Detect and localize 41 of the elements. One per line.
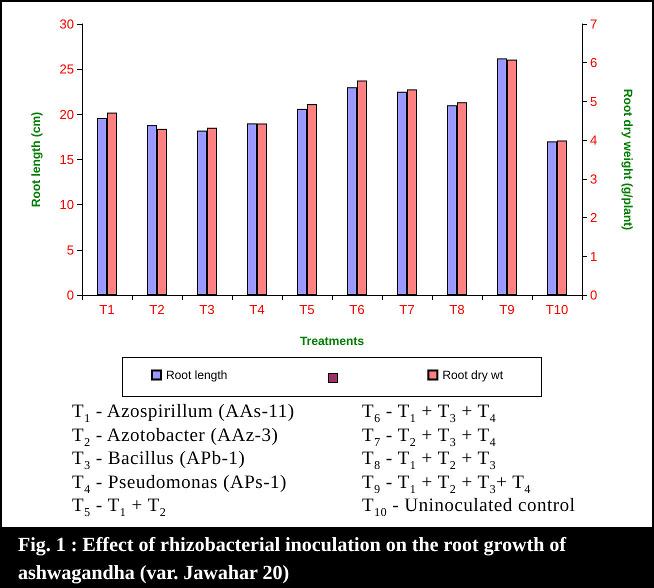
- y2-tick-label: 3: [590, 171, 598, 186]
- text: T$_{9}$ - T$_{1}$ + T$_{2}$ + T$_{3}$+ T$_{4}$: [362, 472, 531, 496]
- y2-tick-label: 0: [590, 288, 598, 302]
- x-tick-label: T6: [349, 302, 365, 317]
- text: Fig. 1 : Effect of rhizobacterial inoculation on the root growth of ashwagandha (var. Jawahar 20): [2, 527, 652, 587]
- y2-tick-label: 5: [590, 94, 598, 109]
- y2-tick-label: 7: [590, 16, 598, 32]
- y-tick-label: 30: [60, 16, 74, 32]
- y-tick-label: 5: [66, 242, 74, 258]
- y2-axis-title: Root dry weight (g/plant): [621, 88, 635, 230]
- x-tick-label: T3: [199, 302, 215, 317]
- x-axis-title: Treatments: [300, 334, 364, 348]
- text: T$_{8}$ - T$_{1}$ + T$_{2}$ + T$_{3}$: [362, 447, 498, 472]
- y2-tick-label: 2: [590, 210, 598, 226]
- text: T$_{5}$ - T$_{1}$ + T$_{2}$: [72, 494, 168, 519]
- text: T$_{6}$ - T$_{1}$ + T$_{3}$ + T$_{4}$: [362, 400, 498, 425]
- x-tick-label: T9: [499, 302, 515, 317]
- legend-label: Root length: [166, 368, 228, 382]
- y2-tick-label: 1: [590, 248, 598, 264]
- x-tick-label: T1: [99, 302, 115, 317]
- x-tick-label: T2: [149, 302, 165, 317]
- text: T$_{3}$ - Bacillus (APb-1): [72, 447, 246, 472]
- x-tick-label: T7: [399, 302, 415, 317]
- text: T$_{2}$ - Azotobacter (AAz-3): [72, 424, 280, 448]
- y-tick-label: 0: [66, 288, 74, 302]
- x-tick-label: T5: [299, 302, 315, 317]
- y-tick-label: 10: [60, 197, 74, 212]
- text: T$_{7}$ - T$_{2}$ + T$_{3}$ + T$_{4}$: [362, 424, 498, 448]
- text: T$_{10}$ - Uninoculated control: [362, 494, 576, 519]
- legend-label: Root dry wt: [442, 368, 504, 382]
- y2-tick-label: 4: [590, 132, 598, 148]
- y-axis-title: Root length (cm): [29, 112, 43, 208]
- x-tick-label: T8: [449, 302, 465, 317]
- y2-tick-label: 6: [590, 55, 598, 70]
- text: T$_{4}$ - Pseudomonas (APs-1): [72, 470, 288, 496]
- y-tick-label: 20: [60, 106, 74, 122]
- y-tick-label: 25: [60, 62, 74, 77]
- x-tick-label: T4: [249, 302, 265, 317]
- x-tick-label: T10: [546, 302, 568, 317]
- y-tick-label: 15: [60, 152, 74, 167]
- text: T$_{1}$ - Azospirillum (AAs-11): [72, 400, 296, 425]
